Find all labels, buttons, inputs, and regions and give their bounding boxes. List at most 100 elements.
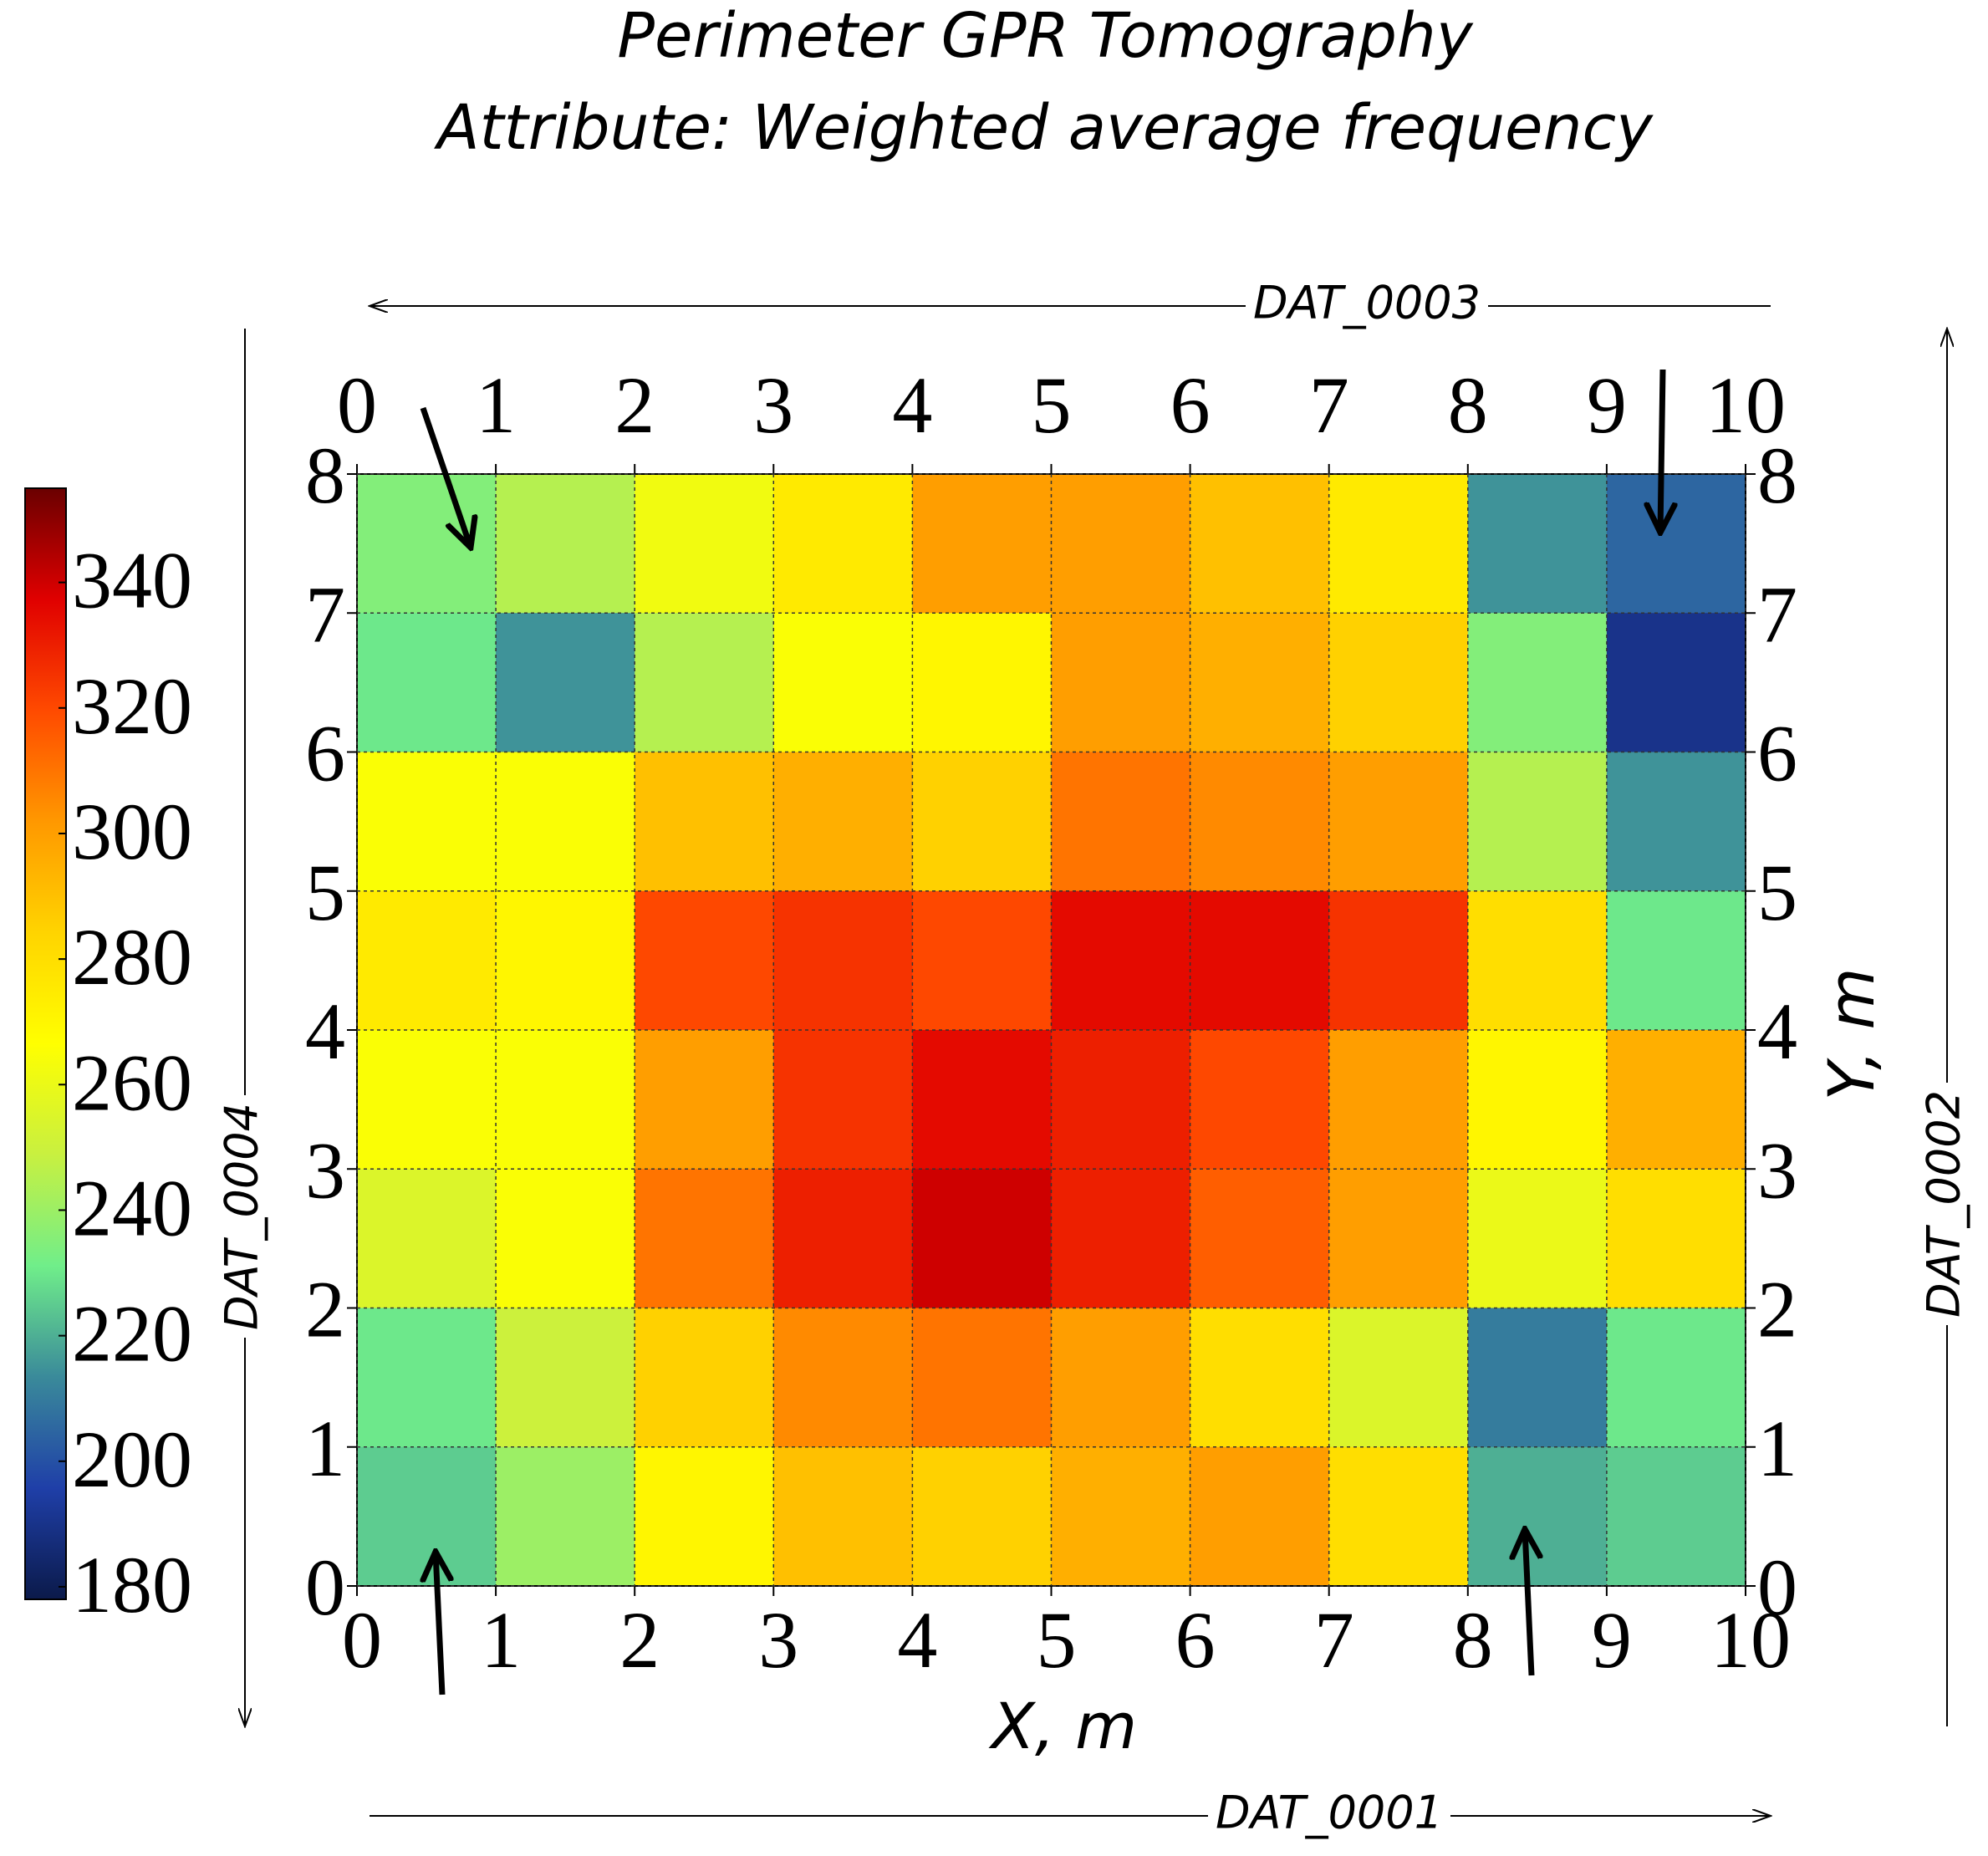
heat-cell bbox=[1190, 613, 1330, 752]
heat-cell bbox=[496, 474, 635, 614]
heat-cell bbox=[1606, 752, 1746, 892]
heat-cell bbox=[1606, 474, 1746, 614]
heat-cell bbox=[912, 1446, 1052, 1587]
heat-cell bbox=[1606, 1030, 1746, 1170]
y-tick-label: 1 bbox=[1757, 1404, 1797, 1493]
x-tick-label: 1 bbox=[481, 1595, 521, 1685]
heat-cell bbox=[635, 474, 774, 614]
x-tick-label: 9 bbox=[1587, 360, 1627, 450]
profile-label: DAT_0003 bbox=[1253, 277, 1481, 329]
heat-cell bbox=[357, 1446, 497, 1587]
colorbar-label: 340 bbox=[72, 536, 192, 625]
x-tick-label: 3 bbox=[753, 360, 793, 450]
y-tick-label: 8 bbox=[305, 431, 345, 520]
heat-cell bbox=[773, 474, 913, 614]
annotation-arrow bbox=[436, 1552, 442, 1695]
x-tick-label: 0 bbox=[342, 1595, 382, 1685]
heat-cell bbox=[496, 613, 635, 752]
heat-cell bbox=[1328, 890, 1469, 1031]
heat-cell bbox=[1190, 1446, 1330, 1587]
x-tick-label: 9 bbox=[1592, 1595, 1632, 1685]
profile-label: DAT_0001 bbox=[1216, 1787, 1443, 1839]
heat-cell bbox=[1606, 1308, 1746, 1448]
y-tick-label: 0 bbox=[1757, 1542, 1797, 1632]
heat-cell bbox=[1328, 1030, 1469, 1170]
label-bg bbox=[220, 1095, 270, 1338]
y-tick-label: 0 bbox=[305, 1542, 345, 1632]
annotation-arrow bbox=[1660, 369, 1663, 533]
y-tick-label: 8 bbox=[1757, 431, 1797, 520]
heat-cell bbox=[635, 1446, 774, 1587]
heat-cell bbox=[773, 752, 913, 892]
x-tick-label: 5 bbox=[1037, 1595, 1077, 1685]
heat-cell bbox=[635, 613, 774, 752]
y-axis-label: Y, m bbox=[1814, 968, 1889, 1101]
heat-cell bbox=[912, 613, 1052, 752]
heat-cell bbox=[1190, 474, 1330, 614]
x-tick-label: 8 bbox=[1448, 360, 1488, 450]
title-line: Attribute: Weighted average frequency bbox=[434, 92, 1654, 164]
heat-cell bbox=[1051, 1308, 1191, 1448]
y-tick-label: 3 bbox=[1757, 1125, 1797, 1215]
heat-cell bbox=[1606, 1446, 1746, 1587]
heat-cell bbox=[1467, 1308, 1608, 1448]
heat-cell bbox=[357, 890, 497, 1031]
colorbar-label: 180 bbox=[72, 1540, 192, 1629]
y-tick-label: 2 bbox=[305, 1265, 345, 1354]
heat-cell bbox=[496, 890, 635, 1031]
heat-cell bbox=[357, 752, 497, 892]
heat-cell bbox=[1328, 1169, 1469, 1308]
heat-cell bbox=[773, 1308, 913, 1448]
colorbar-label: 260 bbox=[72, 1038, 192, 1127]
heat-cell bbox=[635, 752, 774, 892]
x-tick-label: 6 bbox=[1170, 360, 1211, 450]
heat-cell bbox=[773, 1030, 913, 1170]
colorbar-label: 220 bbox=[72, 1289, 192, 1379]
profile-label: DAT_0004 bbox=[216, 1103, 268, 1330]
x-tick-label: 7 bbox=[1314, 1595, 1354, 1685]
heat-cell bbox=[1606, 890, 1746, 1031]
heat-cell bbox=[1051, 1030, 1191, 1170]
heat-cell bbox=[357, 1169, 497, 1308]
x-axis-label: X, m bbox=[988, 1689, 1137, 1763]
annotation-arrow bbox=[420, 406, 471, 548]
heat-cell bbox=[357, 474, 497, 614]
label-bg bbox=[1246, 281, 1488, 331]
y-tick-label: 7 bbox=[1757, 569, 1797, 659]
x-tick-label: 8 bbox=[1453, 1595, 1493, 1685]
heat-cell bbox=[1467, 1030, 1608, 1170]
x-tick-label: 10 bbox=[1705, 360, 1786, 450]
x-tick-label: 2 bbox=[619, 1595, 660, 1685]
x-tick-label: 7 bbox=[1309, 360, 1349, 450]
heat-cell bbox=[496, 1169, 635, 1308]
y-tick-label: 6 bbox=[1757, 709, 1797, 798]
heatmap bbox=[357, 474, 1746, 1587]
heat-cell bbox=[1051, 890, 1191, 1031]
heat-cell bbox=[1467, 1169, 1608, 1308]
heat-cell bbox=[1606, 613, 1746, 752]
y-tick-label: 4 bbox=[1757, 987, 1797, 1076]
x-tick-label: 2 bbox=[614, 360, 655, 450]
colorbar bbox=[24, 487, 67, 1600]
heat-cell bbox=[773, 1169, 913, 1308]
heat-cell bbox=[1051, 1446, 1191, 1587]
y-tick-label: 4 bbox=[305, 987, 345, 1076]
heat-cell bbox=[1190, 1030, 1330, 1170]
label-bg bbox=[1922, 1083, 1972, 1325]
heat-cell bbox=[1467, 613, 1608, 752]
y-tick-label: 7 bbox=[305, 569, 345, 659]
colorbar-label: 280 bbox=[72, 912, 192, 1002]
heat-cell bbox=[496, 1446, 635, 1587]
profile-label: DAT_0002 bbox=[1918, 1090, 1970, 1318]
heat-cell bbox=[912, 1308, 1052, 1448]
heat-cell bbox=[1190, 890, 1330, 1031]
heat-cell bbox=[496, 1030, 635, 1170]
heat-cell bbox=[1190, 1169, 1330, 1308]
heat-cell bbox=[912, 890, 1052, 1031]
colorbar-label: 300 bbox=[72, 787, 192, 876]
heat-cell bbox=[357, 613, 497, 752]
x-tick-label: 4 bbox=[897, 1595, 937, 1685]
heat-cell bbox=[1051, 1169, 1191, 1308]
